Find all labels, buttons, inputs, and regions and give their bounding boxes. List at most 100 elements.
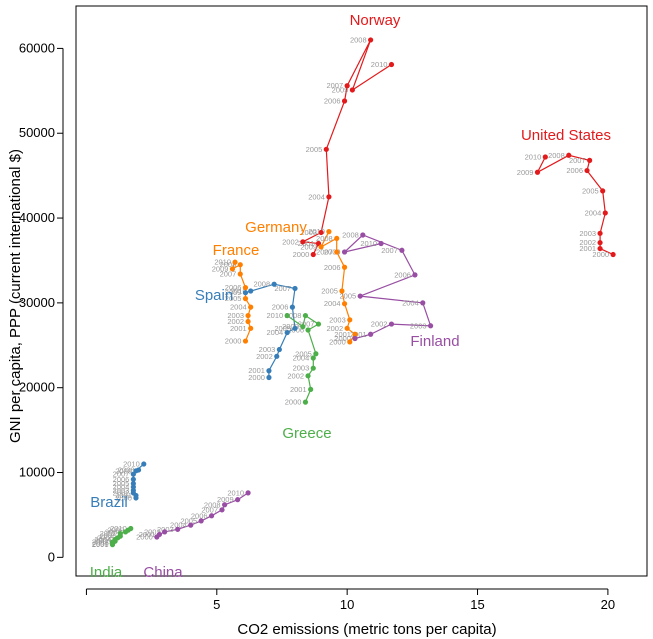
data-point-norway: [368, 37, 374, 43]
year-label: 2004: [230, 303, 247, 312]
data-point-norway: [349, 87, 355, 93]
y-axis-label: GNI per capita, PPP (current internation…: [7, 149, 24, 443]
year-label: 2004: [324, 299, 341, 308]
year-label: 2002: [282, 237, 299, 246]
data-point-norway: [318, 229, 324, 236]
year-label: 2006: [324, 97, 341, 106]
year-label: 2006: [225, 283, 242, 292]
x-tick-label: 10: [340, 597, 354, 612]
data-point-germany: [318, 244, 324, 250]
year-label: 2001: [290, 385, 307, 394]
year-label: 2002: [287, 371, 304, 380]
year-label: 2000: [92, 540, 109, 549]
year-label: 2004: [170, 521, 187, 530]
data-point-united-states: [566, 152, 572, 158]
data-point-finland: [412, 272, 418, 278]
year-label: 2007: [113, 470, 130, 479]
year-label: 2005: [97, 533, 114, 542]
year-label: 2005: [340, 292, 357, 301]
year-label: 2010: [371, 60, 388, 69]
data-point-finland: [378, 240, 384, 247]
year-label: 2009: [212, 264, 229, 273]
year-label: 2004: [267, 328, 284, 337]
data-point-spain: [274, 353, 280, 359]
data-point-spain: [242, 290, 249, 296]
y-tick-label: 40000: [19, 210, 55, 225]
year-label: 2006: [272, 303, 289, 312]
year-label: 2000: [592, 250, 609, 259]
year-label: 2006: [324, 263, 341, 272]
year-label: 2008: [105, 527, 122, 536]
year-label: 2003: [259, 345, 276, 354]
year-label: 2004: [94, 535, 111, 544]
data-point-china: [208, 513, 215, 519]
year-label: 2004: [113, 482, 130, 491]
year-label: 2002: [227, 317, 244, 326]
data-point-france: [245, 312, 251, 319]
year-label: 2010: [308, 227, 325, 236]
year-label: 2010: [227, 488, 244, 497]
year-label: 2001: [230, 324, 247, 333]
year-label: 2003: [329, 315, 346, 324]
data-point-germany: [341, 301, 348, 307]
year-label: 2007: [326, 81, 343, 90]
year-label: 2008: [316, 234, 333, 243]
data-point-france: [245, 318, 251, 325]
country-label-greece: Greece: [282, 425, 331, 442]
data-point-china: [175, 526, 181, 532]
year-label: 2002: [113, 488, 130, 497]
data-point-china: [222, 502, 228, 508]
year-label: 2010: [230, 287, 247, 296]
year-label: 2010: [360, 239, 377, 248]
year-label: 2005: [180, 516, 197, 525]
year-label: 2003: [410, 321, 427, 330]
year-label: 2009: [115, 466, 132, 475]
year-label: 2002: [92, 538, 109, 547]
year-label: 2005: [306, 145, 323, 154]
country-label-united-states: United States: [521, 127, 611, 144]
data-point-brazil: [133, 468, 139, 474]
data-point-norway: [310, 251, 316, 258]
year-label: 2005: [225, 294, 242, 303]
year-label: 2003: [157, 525, 174, 534]
year-label: 2008: [285, 311, 302, 320]
data-point-germany: [326, 229, 332, 235]
year-label: 2003: [227, 311, 244, 320]
data-point-france: [237, 262, 243, 268]
data-point-france: [242, 338, 249, 344]
year-label: 2005: [295, 349, 312, 358]
country-label-france: France: [213, 242, 260, 259]
year-label: 2009: [225, 288, 242, 297]
year-label: 2009: [332, 85, 349, 94]
data-point-spain: [271, 281, 277, 287]
year-label: 2007: [274, 284, 291, 293]
data-point-united-states: [597, 240, 603, 246]
year-label: 2001: [139, 530, 156, 539]
country-label-germany: Germany: [245, 219, 307, 236]
data-point-france: [248, 325, 254, 331]
year-label: 2010: [214, 258, 231, 267]
data-point-france: [232, 259, 238, 265]
data-point-germany: [334, 235, 340, 242]
data-point-china: [156, 531, 163, 538]
year-labels-layer: 2000200120022003200420052006200720082009…: [92, 35, 609, 549]
year-label: 2000: [293, 250, 310, 259]
year-label: 2006: [100, 532, 117, 541]
year-label: 2008: [253, 280, 270, 289]
data-point-spain: [266, 374, 272, 381]
data-point-china: [198, 518, 204, 524]
data-point-germany: [339, 288, 345, 294]
data-point-greece: [310, 355, 316, 361]
year-label: 2009: [324, 247, 341, 256]
data-point-greece: [305, 373, 311, 379]
data-point-india: [117, 530, 123, 537]
data-point-united-states: [600, 188, 606, 194]
data-points-layer: [109, 37, 616, 548]
year-label: 2009: [217, 495, 234, 504]
data-point-finland: [352, 335, 358, 342]
year-label: 2002: [144, 527, 161, 536]
year-label: 2010: [525, 152, 542, 161]
data-point-greece: [313, 351, 319, 357]
data-point-germany: [347, 317, 353, 323]
year-label: 2008: [204, 500, 221, 509]
